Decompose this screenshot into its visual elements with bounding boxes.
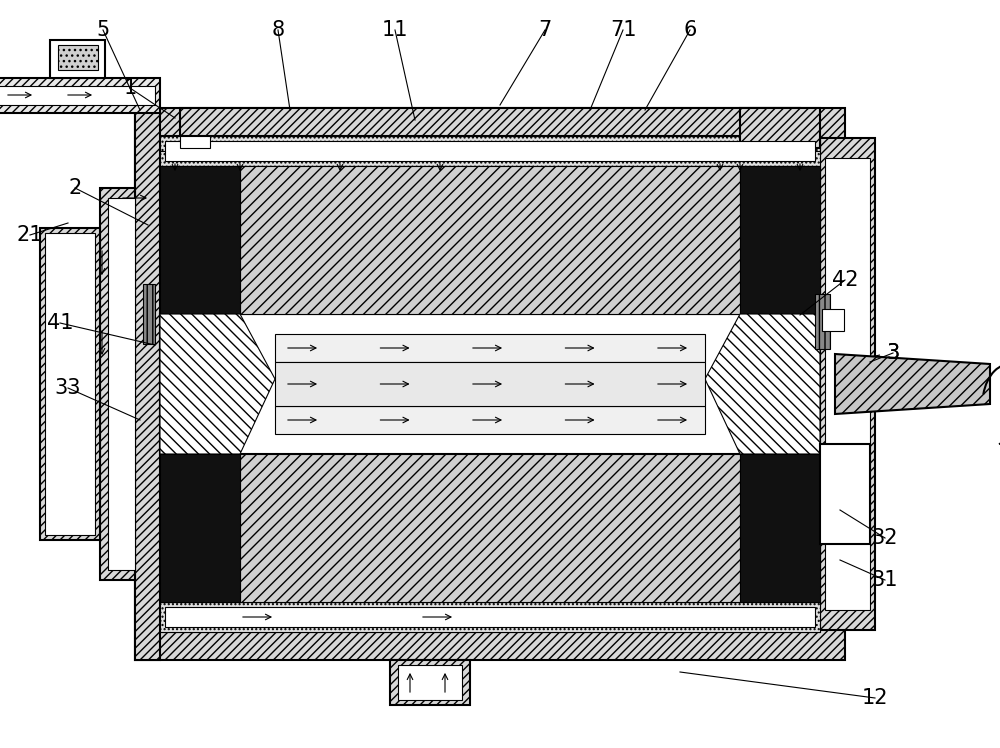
Bar [143, 284, 155, 344]
Bar [740, 166, 820, 314]
Text: 33: 33 [55, 378, 81, 398]
Bar [50, 40, 105, 78]
Text: 42: 42 [832, 270, 858, 290]
Text: 8: 8 [271, 20, 285, 40]
Bar [390, 660, 470, 705]
Bar [160, 166, 240, 314]
Text: 31: 31 [872, 570, 898, 590]
Bar [398, 665, 462, 700]
Text: 3: 3 [886, 343, 900, 363]
Text: 41: 41 [47, 313, 73, 333]
Bar [825, 158, 870, 610]
Polygon shape [160, 314, 275, 454]
Polygon shape [835, 354, 990, 414]
Polygon shape [705, 314, 820, 454]
Bar [275, 334, 705, 362]
Bar [275, 362, 705, 406]
Bar [240, 454, 740, 602]
Bar [820, 138, 875, 630]
Bar [240, 166, 740, 314]
Bar [165, 141, 815, 161]
Bar [160, 454, 240, 602]
Bar [40, 228, 100, 540]
Text: 71: 71 [610, 20, 636, 40]
Bar [160, 136, 820, 632]
Text: 6: 6 [683, 20, 697, 40]
Bar [180, 108, 800, 136]
Bar [45, 233, 95, 535]
Bar [100, 188, 135, 580]
Bar [740, 108, 820, 148]
Bar [160, 454, 820, 602]
Text: 11: 11 [382, 20, 408, 40]
Text: 21: 21 [17, 225, 43, 245]
Text: 7: 7 [538, 20, 552, 40]
Bar [165, 607, 815, 627]
Bar [135, 108, 160, 660]
Text: 12: 12 [862, 688, 888, 708]
Bar [160, 314, 820, 454]
Bar [160, 136, 820, 166]
Bar [275, 406, 705, 434]
Bar [740, 454, 820, 602]
Text: 3: 3 [886, 343, 900, 363]
Text: 2: 2 [68, 178, 82, 198]
Bar [135, 108, 845, 660]
Bar [0, 78, 160, 113]
Bar [815, 294, 830, 349]
Bar [820, 444, 870, 544]
Text: 32: 32 [872, 528, 898, 548]
Text: 5: 5 [96, 20, 110, 40]
Text: 1: 1 [123, 78, 137, 98]
Bar [160, 166, 820, 314]
Bar [180, 136, 210, 148]
Bar [822, 309, 844, 331]
Bar [108, 198, 135, 570]
Bar [0, 86, 155, 105]
Bar [160, 602, 820, 632]
Bar [58, 45, 98, 70]
